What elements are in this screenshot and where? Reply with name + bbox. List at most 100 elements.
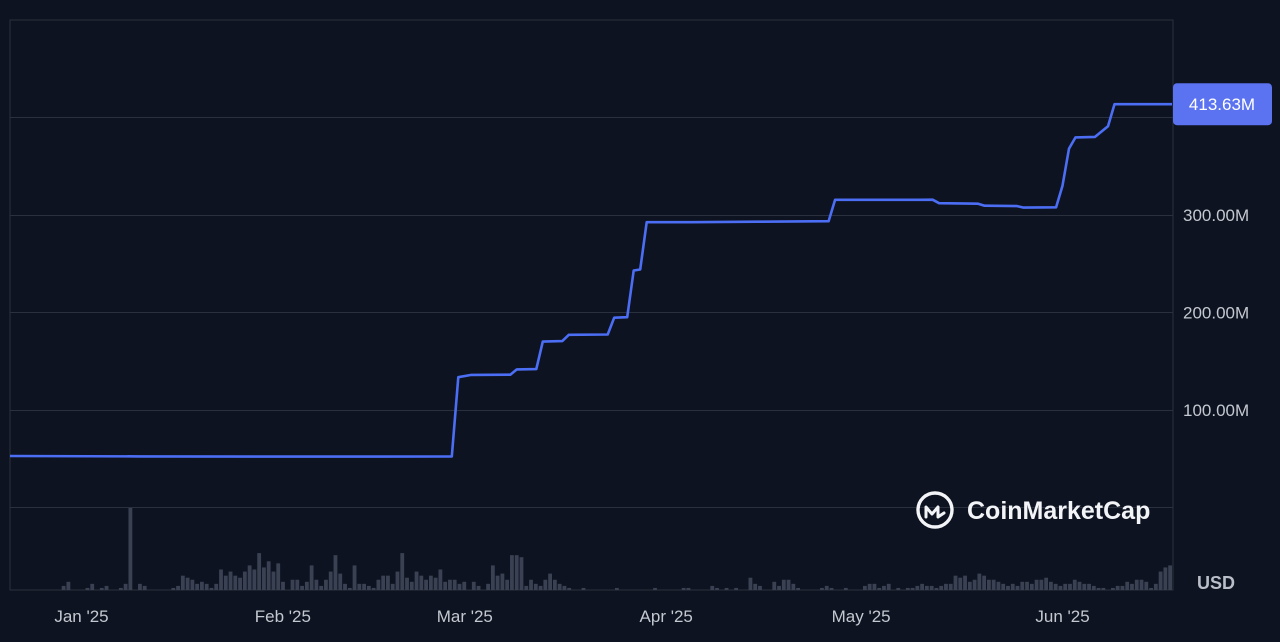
volume-bar xyxy=(266,561,271,590)
volume-bar xyxy=(61,585,66,590)
volume-bar xyxy=(1020,581,1025,590)
volume-bar xyxy=(977,573,982,590)
volume-bar xyxy=(1077,581,1082,590)
volume-bar xyxy=(724,587,729,590)
volume-bar xyxy=(443,581,448,590)
volume-bar xyxy=(896,587,901,590)
volume-bar xyxy=(991,579,996,590)
volume-bar xyxy=(710,585,715,590)
x-axis: Jan '25 Feb '25 Mar '25 Apr '25 May '25 Jun '… xyxy=(54,607,1089,626)
volume-bar xyxy=(1115,585,1120,590)
volume-bar xyxy=(786,579,791,590)
volume-bar xyxy=(405,577,409,590)
volume-bar xyxy=(457,583,462,590)
volume-bar xyxy=(867,583,872,590)
volume-bar xyxy=(1006,585,1010,590)
volume-bar xyxy=(533,583,538,590)
volume-bar xyxy=(219,569,223,590)
volume-bar xyxy=(967,581,972,590)
volume-bar xyxy=(748,577,753,590)
volume-bar xyxy=(548,573,553,590)
volume-bar xyxy=(1091,585,1096,590)
volume-bar xyxy=(958,577,963,590)
volume-bar xyxy=(843,587,848,590)
volume-bar xyxy=(176,585,180,590)
volume-bar xyxy=(505,579,510,590)
volume-bar xyxy=(963,575,967,590)
volume-bar xyxy=(319,585,324,590)
volume-bar xyxy=(1130,583,1134,590)
volume-bar xyxy=(223,575,228,590)
volume-bar xyxy=(438,569,443,590)
volume-bar xyxy=(500,573,505,590)
volume-bar xyxy=(1039,579,1044,590)
volume-bar xyxy=(185,577,190,590)
volume-bar xyxy=(428,575,433,590)
volume-bar xyxy=(1101,587,1106,590)
volume-bar xyxy=(1015,585,1020,590)
volume-bar xyxy=(476,585,481,590)
volume-bar xyxy=(939,585,944,590)
volume-bar xyxy=(419,575,424,590)
volume-bar xyxy=(877,587,882,590)
volume-bar xyxy=(538,585,543,590)
volume-bar xyxy=(886,583,891,590)
volume-bar xyxy=(614,587,619,590)
volume-bar xyxy=(519,557,524,590)
volume-bar xyxy=(796,587,801,590)
volume-bar xyxy=(262,567,266,590)
volume-bar xyxy=(1063,583,1068,590)
current-value-label: 413.63M xyxy=(1189,95,1255,114)
volume-bar xyxy=(171,587,176,590)
volume-bar xyxy=(347,587,352,590)
volume-bar xyxy=(1134,579,1139,590)
volume-bar xyxy=(929,585,934,590)
volume-bar xyxy=(228,571,233,590)
volume-bar xyxy=(85,587,90,590)
price-line xyxy=(9,102,1172,458)
volume-bar xyxy=(1125,581,1130,590)
volume-bar xyxy=(309,565,314,590)
volume-bar xyxy=(820,587,824,590)
volume-bar xyxy=(1110,587,1115,590)
volume-bar xyxy=(1058,585,1063,590)
volume-bar xyxy=(376,579,381,590)
volume-bar xyxy=(1053,583,1058,590)
brand-name: CoinMarketCap xyxy=(967,497,1150,525)
volume-bar xyxy=(1139,579,1144,590)
volume-bar xyxy=(514,555,519,590)
volume-bar xyxy=(982,575,987,590)
volume-bar xyxy=(824,585,829,590)
volume-bar xyxy=(409,581,414,590)
volume-bar xyxy=(99,587,104,590)
volume-bar xyxy=(653,587,657,590)
volume-bar xyxy=(1048,581,1053,590)
volume-bar xyxy=(772,581,777,590)
volume-bar xyxy=(314,579,319,590)
volume-bar xyxy=(328,571,333,590)
volume-bar xyxy=(386,575,390,590)
volume-bar xyxy=(1163,567,1168,590)
volume-bar xyxy=(1010,583,1015,590)
volume-bar xyxy=(1120,585,1125,590)
current-value-badge: 413.63M xyxy=(1173,83,1272,126)
volume-bar xyxy=(934,587,939,590)
volume-bar xyxy=(1044,577,1049,590)
volume-bar xyxy=(953,575,958,590)
volume-bar xyxy=(524,585,529,590)
x-tick-label: Feb '25 xyxy=(255,607,311,626)
volume-bar xyxy=(1068,583,1072,590)
volume-bar xyxy=(66,581,71,590)
volume-bar xyxy=(448,579,452,590)
volume-bar xyxy=(1082,583,1087,590)
volume-bar xyxy=(290,579,295,590)
volume-bar xyxy=(395,571,400,590)
volume-bar xyxy=(128,508,133,590)
volume-bar xyxy=(948,583,953,590)
volume-bar xyxy=(104,585,109,590)
x-tick-label: May '25 xyxy=(832,607,891,626)
volume-bar xyxy=(352,565,357,590)
volume-bar xyxy=(920,583,925,590)
volume-bar xyxy=(986,579,991,590)
volume-bar xyxy=(882,585,886,590)
